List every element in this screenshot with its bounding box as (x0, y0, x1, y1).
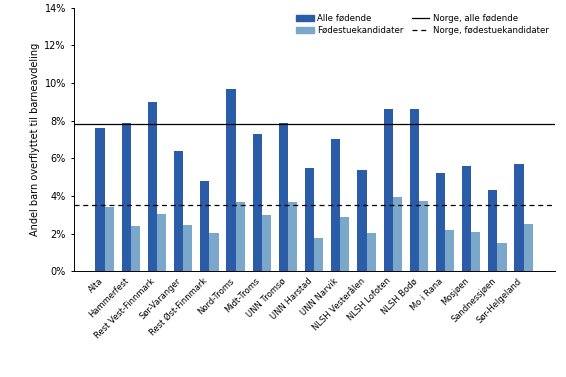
Bar (314, 239, 323, 271)
Bar (226, 89, 235, 271)
Bar (288, 202, 297, 271)
Bar (384, 109, 393, 271)
Bar (514, 164, 524, 271)
Bar (393, 197, 402, 271)
Bar (252, 134, 261, 271)
Legend: Alle fødende, Fødestuekandidater, Norge, alle fødende, Norge, fødestuekandidater: Alle fødende, Fødestuekandidater, Norge,… (295, 12, 550, 37)
Bar (235, 202, 245, 271)
Bar (148, 102, 157, 271)
Bar (436, 173, 445, 271)
Bar (419, 201, 428, 271)
Bar (122, 123, 131, 271)
Bar (305, 168, 314, 271)
Bar (157, 214, 166, 271)
Bar (488, 190, 498, 271)
Bar (261, 215, 271, 271)
Bar (279, 123, 288, 271)
Bar (471, 232, 481, 271)
Bar (357, 170, 367, 271)
Bar (96, 128, 105, 271)
Bar (462, 166, 471, 271)
Bar (410, 109, 419, 271)
Bar (209, 233, 218, 271)
Bar (367, 233, 376, 271)
Bar (105, 207, 114, 271)
Bar (174, 151, 183, 271)
Bar (331, 139, 340, 271)
Bar (131, 226, 140, 271)
Bar (445, 230, 454, 271)
Bar (200, 181, 209, 271)
Y-axis label: Andel barn overflyttet til barneavdeling: Andel barn overflyttet til barneavdeling (30, 43, 40, 236)
Bar (524, 224, 533, 271)
Bar (340, 217, 349, 271)
Bar (498, 243, 507, 271)
Bar (183, 225, 192, 271)
